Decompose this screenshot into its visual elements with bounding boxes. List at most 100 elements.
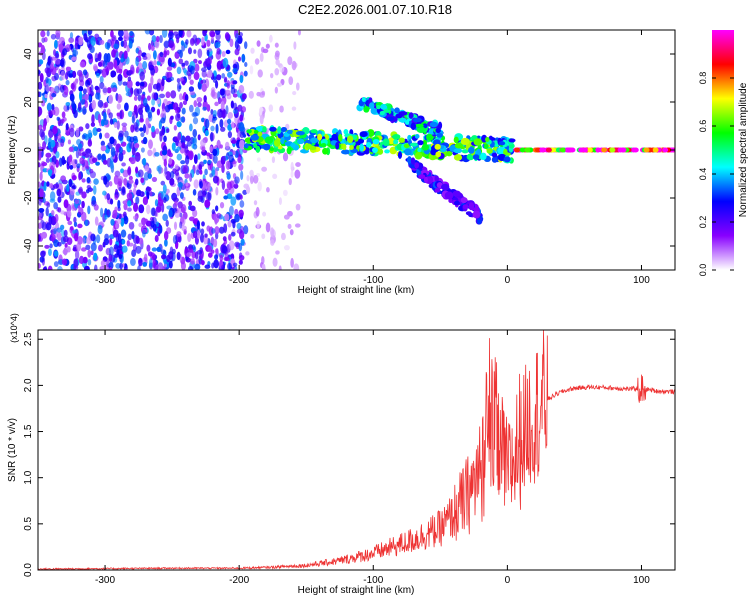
spectrogram-cell xyxy=(269,72,274,79)
spectrogram-cell xyxy=(124,102,129,112)
spectrogram-cell xyxy=(78,71,83,78)
spectrogram-cell xyxy=(231,139,237,144)
spectrogram-cell xyxy=(47,169,53,175)
spectrogram-cell xyxy=(188,104,194,113)
spectrogram-cell xyxy=(168,209,173,218)
spectrogram-cell xyxy=(281,232,286,241)
snr-series-line xyxy=(38,330,675,570)
spectrogram-cell xyxy=(198,60,202,65)
spectrogram-cell xyxy=(90,90,95,96)
spectrogram-cell xyxy=(209,30,216,38)
spectrogram-cell xyxy=(50,33,57,40)
spectrogram-cell xyxy=(113,43,119,50)
spectrogram-cell xyxy=(66,245,71,253)
spectrogram-cell xyxy=(483,143,489,150)
spectrogram-cell xyxy=(220,126,226,132)
spectrogram-cell xyxy=(369,102,375,109)
spectrogram-cell xyxy=(184,94,189,102)
spectrogram-cell xyxy=(38,150,42,161)
spectrogram-cell xyxy=(508,138,516,143)
spectrogram-cell xyxy=(70,82,75,90)
spectrogram-cell xyxy=(262,211,267,217)
x-tick-label: -200 xyxy=(229,575,249,586)
spectrogram-cell xyxy=(74,36,79,46)
spectrogram-cell xyxy=(177,132,182,141)
x-tick-label: -100 xyxy=(363,575,383,586)
spectrogram-cell xyxy=(133,122,139,131)
spectrogram-cell xyxy=(586,147,593,153)
spectrogram-cell xyxy=(77,223,83,229)
spectrogram-cell xyxy=(60,59,65,66)
spectrogram-cell xyxy=(217,108,223,119)
spectrogram-cell xyxy=(112,229,119,238)
spectrogram-cell xyxy=(46,115,50,123)
spectrogram-cell xyxy=(165,219,169,227)
spectrogram-cell xyxy=(102,159,108,165)
spectrogram-cell xyxy=(118,151,124,162)
spectrogram-cell xyxy=(119,110,123,119)
spectrogram-cell xyxy=(230,86,236,95)
spectrogram-cell xyxy=(138,204,145,214)
spectrogram-cell xyxy=(460,197,468,204)
spectrogram-cell xyxy=(63,229,68,237)
spectrogram-cell xyxy=(81,191,87,199)
spectrogram-cell xyxy=(519,147,526,153)
spectrogram-cell xyxy=(595,147,602,153)
spectrogram-cell xyxy=(212,76,217,83)
spectrogram-cell xyxy=(359,131,368,138)
spectrogram-cell xyxy=(207,69,213,79)
spectrogram-cell xyxy=(86,39,92,49)
spectrogram-cell xyxy=(295,82,300,91)
spectrogram-cell xyxy=(201,83,207,92)
spectrogram-cell xyxy=(174,200,178,206)
spectrogram-cell xyxy=(166,254,171,263)
spectrogram-cell xyxy=(238,209,244,218)
spectrogram-cell xyxy=(122,200,128,205)
spectrogram-cell xyxy=(239,139,245,150)
spectrogram-cell xyxy=(95,161,100,166)
spectrogram-cell xyxy=(150,67,156,76)
y-tick-label: -40 xyxy=(23,238,34,253)
spectrogram-cell xyxy=(215,30,221,35)
spectrogram-cell xyxy=(164,238,168,247)
spectrogram-cell xyxy=(146,204,151,215)
spectrogram-cell xyxy=(215,123,219,134)
spectrogram-cell xyxy=(199,181,203,189)
spectrogram-cell xyxy=(82,108,87,114)
spectrogram-cell xyxy=(480,152,487,161)
spectrogram-cell xyxy=(228,154,234,163)
spectrogram-cell xyxy=(142,196,149,206)
spectrogram-cell xyxy=(260,46,265,53)
spectrogram-cell xyxy=(74,250,80,260)
spectrogram-cell xyxy=(283,244,290,251)
spectrogram-cell xyxy=(569,147,576,153)
spectrogram-cell xyxy=(81,247,87,252)
spectrogram-cell xyxy=(166,128,170,133)
spectrogram-cell xyxy=(176,66,182,75)
spectrogram-cell xyxy=(435,151,442,158)
spectrogram-cell xyxy=(147,149,153,157)
spectrogram-cell xyxy=(393,139,399,145)
spectrogram-cell xyxy=(238,37,243,45)
spectrogram-cell xyxy=(262,143,271,151)
spectrogram-cell xyxy=(185,135,191,142)
spectrogram-cell xyxy=(60,210,66,215)
spectrogram-cell xyxy=(226,118,232,125)
colorbar-label: Normalized spectral amplitude xyxy=(738,82,749,217)
spectrogram-cell xyxy=(116,103,122,110)
spectrogram-cell xyxy=(123,177,128,186)
spectrogram-cell xyxy=(186,252,192,258)
spectrogram-cell xyxy=(286,147,292,155)
spectrogram-cell xyxy=(508,143,515,149)
spectrogram-cell xyxy=(57,232,62,241)
spectrogram-cell xyxy=(100,140,105,147)
spectrogram-cell xyxy=(398,137,405,143)
spectrogram-cell xyxy=(145,125,149,135)
spectrogram-cell xyxy=(243,225,249,235)
spectrogram-cell xyxy=(121,162,126,167)
spectrogram-cell xyxy=(148,139,153,150)
spectrogram-cell xyxy=(148,112,153,122)
spectrogram-cell xyxy=(49,183,54,189)
spectrogram-cell xyxy=(436,132,443,138)
spectrogram-cell xyxy=(160,180,166,186)
